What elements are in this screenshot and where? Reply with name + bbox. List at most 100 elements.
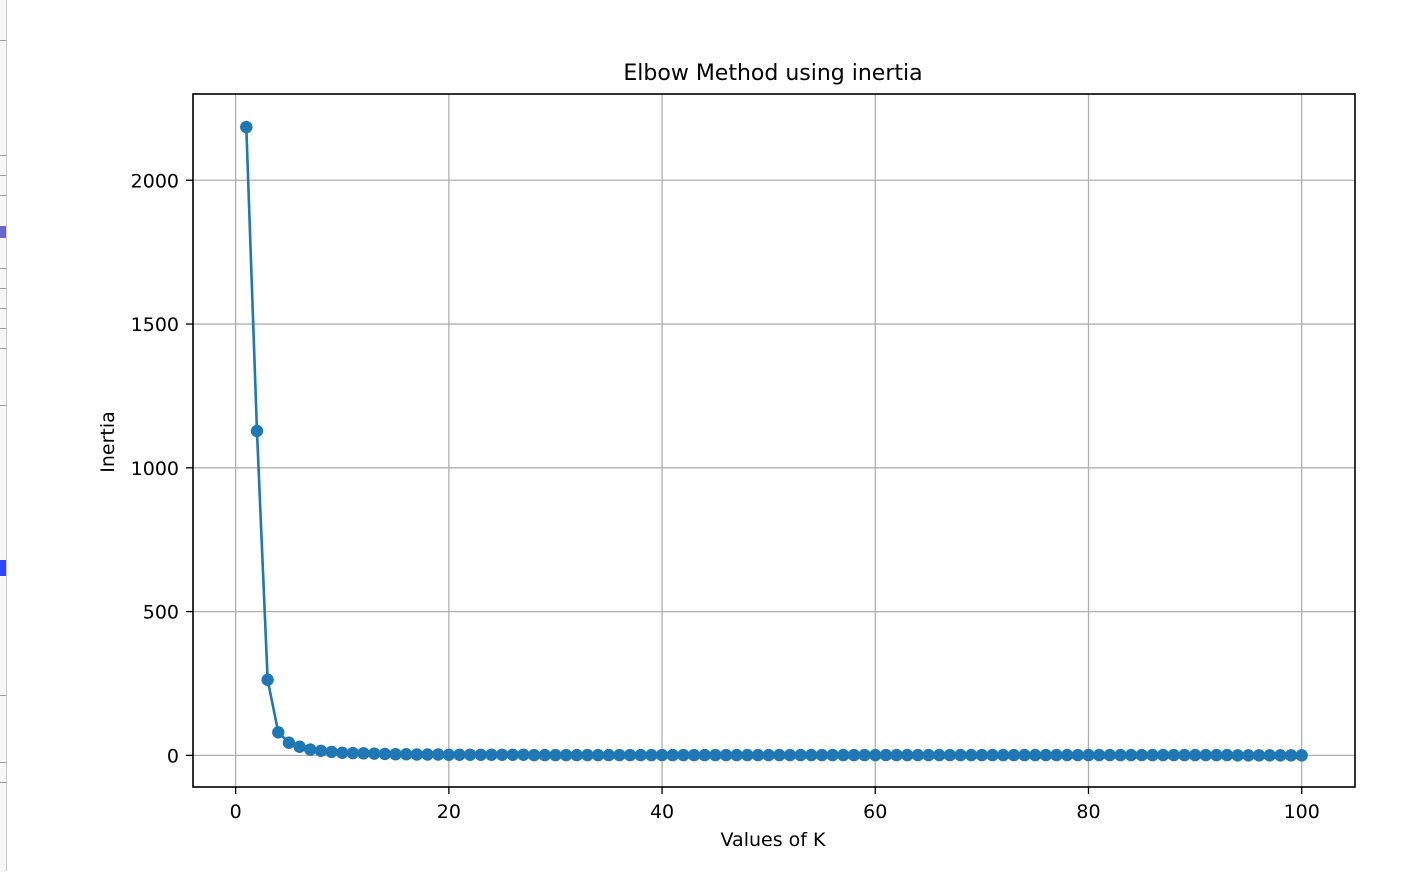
data-point — [400, 748, 413, 761]
data-point — [336, 746, 349, 759]
data-point — [293, 740, 306, 753]
x-tick-label: 60 — [863, 801, 887, 823]
data-point — [1220, 748, 1234, 762]
data-point — [1263, 749, 1276, 762]
data-point — [922, 748, 935, 762]
grid-lines — [193, 94, 1355, 787]
data-point — [549, 748, 562, 762]
data-point — [304, 743, 317, 756]
y-tick-label: 1000 — [131, 458, 179, 480]
data-point — [1231, 749, 1244, 762]
data-point — [911, 748, 925, 762]
data-point — [1039, 748, 1053, 762]
data-point — [805, 748, 818, 762]
data-point — [933, 748, 946, 762]
data-point — [1252, 749, 1266, 762]
data-point — [1082, 748, 1095, 762]
x-tick-label: 80 — [1076, 801, 1100, 823]
axes-frame — [192, 93, 1356, 788]
data-point — [986, 748, 999, 762]
y-tick-label: 500 — [143, 602, 179, 624]
data-point — [1092, 748, 1106, 762]
data-point — [378, 747, 392, 761]
data-point — [677, 748, 690, 762]
data-point — [1167, 748, 1180, 762]
data-point — [1199, 748, 1212, 762]
data-point — [325, 745, 338, 759]
x-axis-ticks: 0 20 40 60 80 100 — [230, 787, 1320, 823]
data-point — [442, 748, 456, 761]
y-tick-label: 2000 — [131, 170, 179, 192]
data-point — [1124, 748, 1138, 762]
data-point — [1178, 748, 1191, 762]
data-point — [1028, 748, 1042, 762]
data-point — [634, 748, 647, 762]
data-point — [421, 748, 434, 761]
data-point — [869, 748, 882, 762]
data-point — [847, 748, 861, 762]
data-point — [368, 747, 381, 760]
data-point — [730, 748, 743, 762]
data-point — [1284, 749, 1298, 762]
data-point — [474, 748, 488, 761]
data-point — [431, 748, 445, 761]
data-point — [314, 744, 328, 757]
data-point — [527, 748, 541, 762]
data-point — [826, 748, 839, 762]
data-point — [453, 748, 466, 761]
x-tick-label: 40 — [650, 801, 674, 823]
data-point — [357, 747, 370, 760]
data-point — [623, 748, 637, 762]
x-axis-label: Values of K — [721, 829, 826, 851]
data-point — [1060, 748, 1074, 762]
data-point — [751, 748, 765, 762]
data-point — [538, 748, 551, 762]
data-point — [463, 748, 477, 761]
data-point — [282, 736, 296, 749]
data-point — [591, 748, 605, 762]
data-point — [879, 748, 893, 762]
data-point — [495, 748, 509, 761]
data-point — [666, 748, 679, 762]
data-point — [794, 748, 807, 762]
data-point — [901, 748, 914, 762]
data-point — [485, 748, 498, 761]
data-point — [1295, 749, 1308, 762]
data-point — [1050, 748, 1063, 762]
data-point — [581, 748, 594, 762]
series-line — [245, 127, 1302, 757]
data-point — [570, 748, 583, 762]
data-point — [687, 748, 701, 762]
data-point — [1146, 748, 1159, 762]
data-point — [890, 748, 903, 762]
data-point — [261, 673, 274, 686]
data-point — [1188, 748, 1202, 762]
data-point — [506, 748, 520, 761]
data-point — [346, 746, 360, 760]
data-point — [1242, 749, 1255, 762]
data-point — [559, 748, 573, 762]
data-point — [655, 748, 669, 762]
data-point — [783, 748, 797, 762]
data-point — [741, 748, 754, 762]
data-point — [719, 748, 733, 762]
background-window-edge — [0, 0, 7, 871]
data-point — [1103, 748, 1117, 762]
data-point — [1071, 748, 1085, 762]
data-point — [1018, 748, 1031, 762]
data-point — [1210, 748, 1223, 762]
data-point — [815, 748, 829, 762]
data-point — [602, 748, 615, 762]
y-tick-label: 0 — [167, 745, 179, 767]
data-point — [837, 748, 850, 762]
x-tick-label: 100 — [1284, 801, 1320, 823]
data-point — [997, 748, 1010, 762]
data-point — [943, 748, 957, 762]
data-point — [240, 120, 253, 134]
data-point — [975, 748, 989, 762]
y-tick-label: 1500 — [131, 314, 179, 336]
y-axis-label: Inertia — [97, 411, 119, 473]
data-point — [965, 748, 978, 762]
